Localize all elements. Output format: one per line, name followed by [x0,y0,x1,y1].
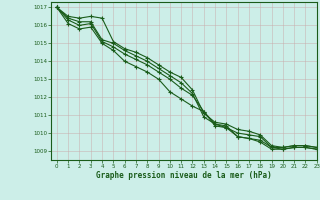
X-axis label: Graphe pression niveau de la mer (hPa): Graphe pression niveau de la mer (hPa) [96,171,272,180]
